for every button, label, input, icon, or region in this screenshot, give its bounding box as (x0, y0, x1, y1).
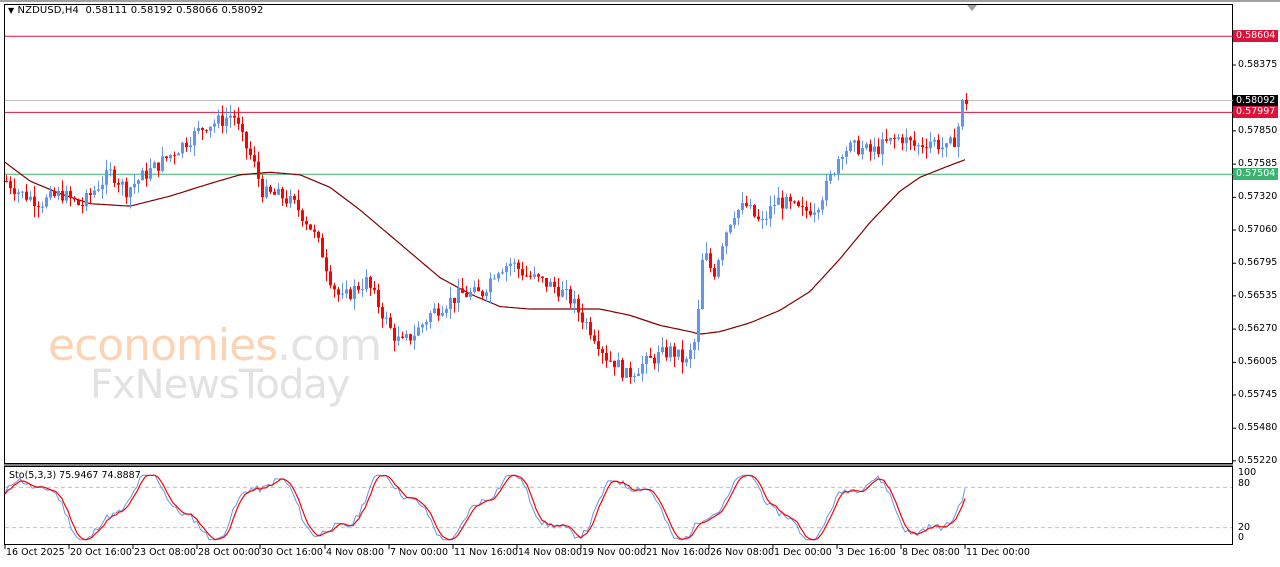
time-tick: 3 Dec 16:00 (838, 547, 896, 558)
time-tick: 26 Nov 08:00 (710, 547, 775, 558)
sto-level-0: 0 (1238, 532, 1245, 543)
watermark-economies: economies.com (48, 320, 382, 371)
price-tick: 0.55745 (1238, 388, 1278, 400)
time-tick: 23 Oct 08:00 (134, 547, 196, 558)
time-tick: 14 Nov 08:00 (518, 547, 583, 558)
price-tag-resistance-mid: 0.57997 (1233, 106, 1278, 119)
time-tick: 16 Oct 2025 (6, 547, 65, 558)
sto-level-80: 80 (1238, 478, 1251, 489)
indicator-label: Sto(5,3,3) 75.9467 74.8887 (9, 470, 141, 481)
sto-level-100: 100 (1238, 467, 1257, 478)
time-tick: 11 Dec 00:00 (966, 547, 1030, 558)
indicator-pane-border (4, 466, 1233, 545)
time-tick: 7 Nov 00:00 (390, 547, 449, 558)
price-tick: 0.58375 (1238, 59, 1278, 70)
time-tick: 30 Oct 16:00 (261, 547, 323, 558)
time-tick: 20 Oct 16:00 (70, 547, 132, 558)
time-tick: 8 Dec 08:00 (902, 547, 960, 558)
ohlc-values: 0.58111 0.58192 0.58066 0.58092 (85, 5, 264, 16)
price-tag-support: 0.57504 (1233, 168, 1278, 181)
time-tick: 4 Nov 08:00 (326, 547, 385, 558)
time-tick: 19 Nov 00:00 (582, 547, 647, 558)
sto-level-20: 20 (1238, 522, 1251, 533)
time-tick: 28 Oct 00:00 (198, 547, 260, 558)
price-tick: 0.56005 (1238, 356, 1278, 368)
price-tick: 0.55480 (1238, 422, 1278, 434)
price-tick: 0.56270 (1238, 323, 1278, 335)
price-tick: 0.55220 (1238, 454, 1278, 466)
time-tick: 21 Nov 16:00 (646, 547, 711, 558)
chart-title: ▼ NZDUSD,H4 0.58111 0.58192 0.58066 0.58… (8, 5, 264, 16)
symbol-label: NZDUSD,H4 (17, 5, 79, 16)
watermark-fxnewstoday: FxNewsToday (90, 362, 350, 408)
price-tick: 0.57585 (1238, 158, 1278, 170)
price-tick: 0.57320 (1238, 191, 1278, 203)
price-tag-resistance-top: 0.58604 (1233, 30, 1278, 43)
triangle-down-icon[interactable]: ▼ (8, 6, 15, 15)
time-tick: 11 Nov 16:00 (454, 547, 519, 558)
price-tick: 0.57850 (1238, 124, 1278, 136)
price-tick: 0.56535 (1238, 289, 1278, 301)
time-tick: 1 Dec 00:00 (774, 547, 832, 558)
price-tick: 0.56795 (1238, 257, 1278, 269)
price-tick: 0.57060 (1238, 223, 1278, 235)
price-tag-current: 0.58092 (1233, 94, 1278, 107)
chart-shift-marker-icon[interactable] (967, 5, 977, 11)
main-pane-border (4, 4, 1233, 464)
